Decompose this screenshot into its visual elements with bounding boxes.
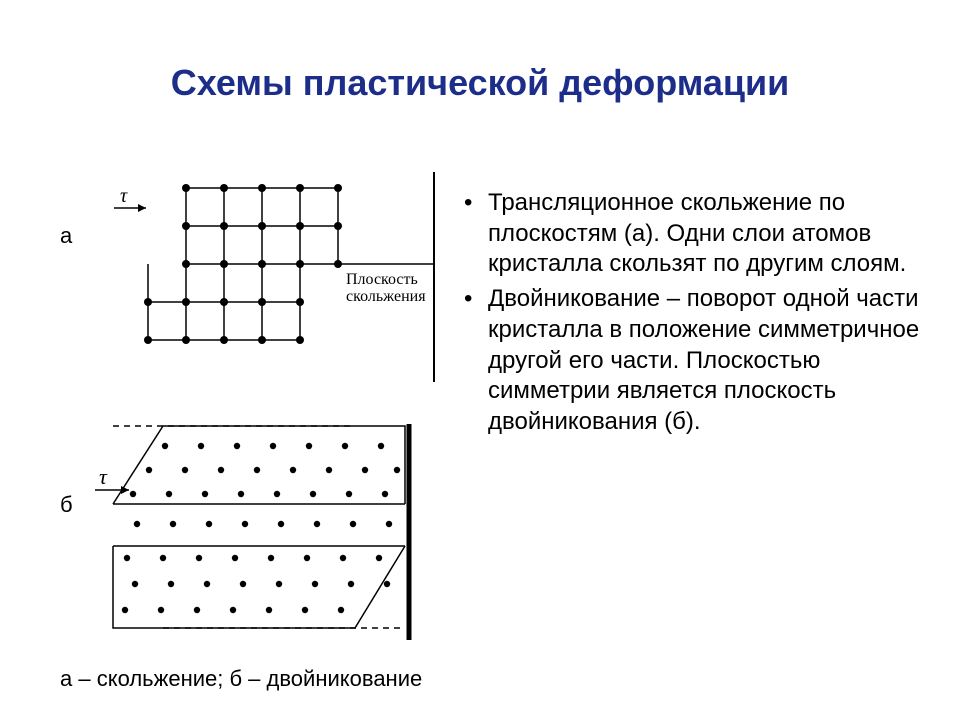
diagram-twinning: τ bbox=[95, 410, 425, 646]
caption-text: а – скольжение; б – двойникование bbox=[60, 666, 422, 692]
diagram-slip: τ Плоскостьскольжения bbox=[108, 172, 438, 392]
svg-text:τ: τ bbox=[99, 464, 108, 489]
svg-text:τ: τ bbox=[120, 185, 128, 207]
bullet-item: Двойникование – поворот одной части крис… bbox=[460, 284, 920, 438]
bullet-item: Трансляционное скольжение по плоскостям … bbox=[460, 188, 920, 280]
label-a: а bbox=[60, 223, 72, 249]
bullet-list: Трансляционное скольжение по плоскостям … bbox=[460, 188, 920, 442]
page-title: Схемы пластической деформации bbox=[0, 62, 960, 104]
label-b: б bbox=[60, 492, 73, 518]
svg-text:Плоскостьскольжения: Плоскостьскольжения bbox=[346, 271, 426, 305]
